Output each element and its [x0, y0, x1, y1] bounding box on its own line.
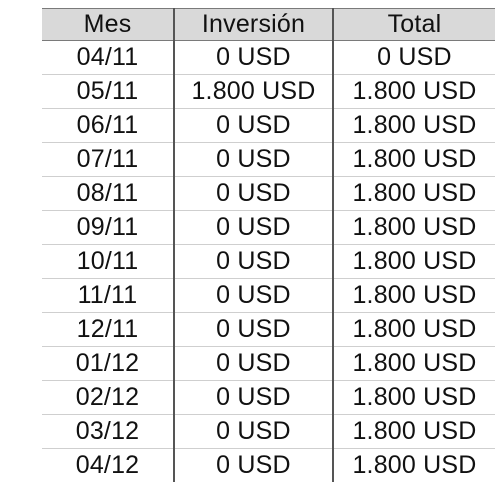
- cell-month: 02/12: [42, 380, 174, 415]
- table-row: 05/11 1.800 USD 1.800 USD: [42, 74, 495, 109]
- header-row: Mes Inversión Total: [42, 8, 495, 41]
- table-row: 04/12 0 USD 1.800 USD: [42, 448, 495, 482]
- cell-month: 11/11: [42, 278, 174, 313]
- investment-table-container: Mes Inversión Total 04/11 0 USD 0 USD 05…: [42, 8, 495, 482]
- table-row: 02/12 0 USD 1.800 USD: [42, 380, 495, 415]
- cell-investment: 0 USD: [173, 380, 333, 415]
- cell-month: 09/11: [42, 210, 174, 245]
- cell-investment: 0 USD: [173, 244, 333, 279]
- cell-investment: 0 USD: [173, 448, 333, 482]
- cell-total: 0 USD: [332, 40, 495, 75]
- header-month: Mes: [42, 8, 174, 41]
- cell-investment: 0 USD: [173, 210, 333, 245]
- table-row: 04/11 0 USD 0 USD: [42, 40, 495, 75]
- table-body: 04/11 0 USD 0 USD 05/11 1.800 USD 1.800 …: [42, 40, 495, 482]
- table-row: 03/12 0 USD 1.800 USD: [42, 414, 495, 449]
- table-header: Mes Inversión Total: [42, 8, 495, 41]
- table-row: 12/11 0 USD 1.800 USD: [42, 312, 495, 347]
- cell-total: 1.800 USD: [332, 210, 495, 245]
- cell-total: 1.800 USD: [332, 380, 495, 415]
- header-total: Total: [332, 8, 495, 41]
- cell-month: 06/11: [42, 108, 174, 143]
- table-row: 08/11 0 USD 1.800 USD: [42, 176, 495, 211]
- cell-month: 08/11: [42, 176, 174, 211]
- investment-table: Mes Inversión Total 04/11 0 USD 0 USD 05…: [42, 8, 495, 482]
- cell-month: 10/11: [42, 244, 174, 279]
- cell-month: 03/12: [42, 414, 174, 449]
- cell-month: 04/11: [42, 40, 174, 75]
- cell-investment: 1.800 USD: [173, 74, 333, 109]
- cell-month: 07/11: [42, 142, 174, 177]
- cell-investment: 0 USD: [173, 142, 333, 177]
- cell-total: 1.800 USD: [332, 142, 495, 177]
- cell-total: 1.800 USD: [332, 278, 495, 313]
- table-row: 10/11 0 USD 1.800 USD: [42, 244, 495, 279]
- table-row: 06/11 0 USD 1.800 USD: [42, 108, 495, 143]
- cell-total: 1.800 USD: [332, 74, 495, 109]
- cell-investment: 0 USD: [173, 278, 333, 313]
- cell-total: 1.800 USD: [332, 346, 495, 381]
- cell-investment: 0 USD: [173, 414, 333, 449]
- table-row: 01/12 0 USD 1.800 USD: [42, 346, 495, 381]
- cell-total: 1.800 USD: [332, 244, 495, 279]
- cell-investment: 0 USD: [173, 312, 333, 347]
- table-row: 07/11 0 USD 1.800 USD: [42, 142, 495, 177]
- cell-investment: 0 USD: [173, 108, 333, 143]
- table-row: 11/11 0 USD 1.800 USD: [42, 278, 495, 313]
- cell-month: 01/12: [42, 346, 174, 381]
- cell-total: 1.800 USD: [332, 176, 495, 211]
- header-investment: Inversión: [173, 8, 333, 41]
- cell-total: 1.800 USD: [332, 108, 495, 143]
- cell-investment: 0 USD: [173, 176, 333, 211]
- cell-total: 1.800 USD: [332, 414, 495, 449]
- cell-month: 12/11: [42, 312, 174, 347]
- table-row: 09/11 0 USD 1.800 USD: [42, 210, 495, 245]
- cell-month: 05/11: [42, 74, 174, 109]
- cell-month: 04/12: [75, 451, 140, 479]
- cell-total: 1.800 USD: [332, 448, 495, 482]
- cell-investment: 0 USD: [173, 346, 333, 381]
- cell-total: 1.800 USD: [332, 312, 495, 347]
- cell-investment: 0 USD: [173, 40, 333, 75]
